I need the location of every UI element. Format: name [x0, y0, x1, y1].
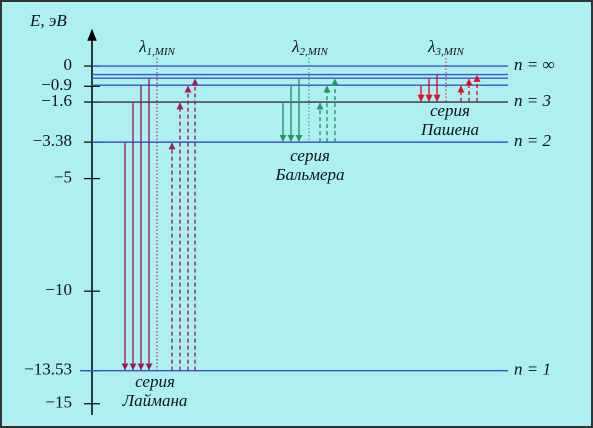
level-label: n = 3	[514, 91, 551, 110]
lambda-subscript: 2,MIN	[299, 46, 328, 58]
y-tick-label: 0	[64, 55, 73, 74]
series-label: серия	[430, 101, 470, 120]
axis-label: E, эВ	[29, 11, 67, 30]
lambda-label: λ3,MIN	[427, 37, 464, 58]
y-tick-label: −13.53	[24, 360, 72, 379]
y-tick-label: −0.9	[41, 75, 72, 94]
level-label: n = 2	[514, 131, 551, 150]
level-label: n = 1	[514, 360, 551, 379]
lambda-symbol: λ	[291, 37, 299, 56]
level-label: n = ∞	[514, 55, 555, 74]
y-tick-label: −3.38	[33, 131, 72, 150]
series-label: серия	[135, 372, 175, 391]
series-label: Бальмера	[274, 165, 344, 184]
series-label: Лаймана	[122, 391, 188, 410]
y-tick-label: −5	[54, 168, 72, 187]
lambda-subscript: 3,MIN	[434, 46, 464, 58]
lambda-symbol: λ	[427, 37, 435, 56]
series-label: Пашена	[420, 120, 479, 139]
lambda-subscript: 1,MIN	[146, 46, 175, 58]
series-label: серия	[290, 146, 330, 165]
lambda-label: λ2,MIN	[291, 37, 328, 58]
lambda-label: λ1,MIN	[138, 37, 175, 58]
lambda-symbol: λ	[138, 37, 146, 56]
y-tick-label: −15	[45, 393, 72, 412]
y-tick-label: −10	[45, 280, 72, 299]
y-tick-label: −1.6	[41, 91, 72, 110]
